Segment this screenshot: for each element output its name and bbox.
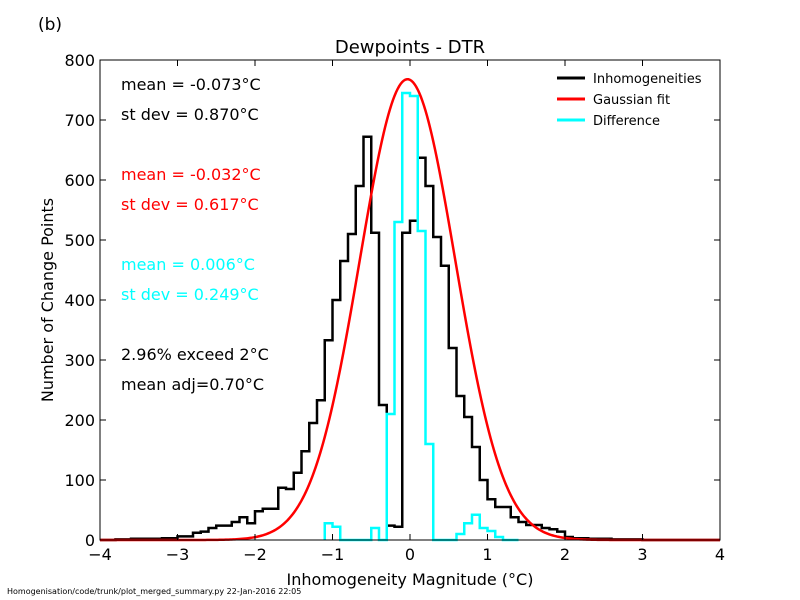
x-tick-label: 1 <box>482 545 492 564</box>
legend-label-difference: Difference <box>593 114 660 129</box>
x-axis-label: Inhomogeneity Magnitude (°C) <box>287 570 534 589</box>
plot-area <box>100 77 720 542</box>
y-tick-label: 700 <box>64 111 95 130</box>
y-tick-label: 500 <box>64 231 95 250</box>
inhom-stdev-text: st dev = 0.870°C <box>121 105 259 124</box>
y-tick-label: 600 <box>64 171 95 190</box>
x-tick-label: −4 <box>88 545 112 564</box>
series-gaussian-fit-line <box>100 77 720 542</box>
x-tick-label: 3 <box>637 545 647 564</box>
x-tick-label: −3 <box>166 545 190 564</box>
legend-label-inhomogeneities: Inhomogeneities <box>593 72 702 87</box>
y-tick-label: 0 <box>85 531 95 550</box>
inhom-mean-text: mean = -0.073°C <box>121 75 261 94</box>
y-tick-label: 200 <box>64 411 95 430</box>
x-tick-label: −2 <box>243 545 267 564</box>
chart-title: Dewpoints - DTR <box>335 37 485 58</box>
difference-stdev-text: st dev = 0.249°C <box>121 285 259 304</box>
footer-text: Homogenisation/code/trunk/plot_merged_su… <box>7 587 301 596</box>
legend-label-gaussian: Gaussian fit <box>593 93 670 108</box>
x-tick-label: 4 <box>715 545 725 564</box>
x-tick-label: 2 <box>560 545 570 564</box>
mean-adj-text: mean adj=0.70°C <box>121 375 264 394</box>
x-tick-label: −1 <box>321 545 345 564</box>
stats-annotations: mean = -0.073°C st dev = 0.870°C mean = … <box>121 75 269 394</box>
y-tick-label: 400 <box>64 291 95 310</box>
y-tick-label: 300 <box>64 351 95 370</box>
series-difference-step <box>323 91 519 542</box>
y-axis-label: Number of Change Points <box>38 198 57 402</box>
legend: Inhomogeneities Gaussian fit Difference <box>557 72 702 129</box>
exceed-text: 2.96% exceed 2°C <box>121 345 269 364</box>
axes: −4 −3 −2 −1 0 1 2 3 4 0 100 200 300 400 500 600 700 800 <box>64 51 725 564</box>
difference-mean-text: mean = 0.006°C <box>121 255 255 274</box>
gaussian-mean-text: mean = -0.032°C <box>121 165 261 184</box>
panel-label: (b) <box>38 15 62 35</box>
x-tick-label: 0 <box>405 545 415 564</box>
gaussian-stdev-text: st dev = 0.617°C <box>121 195 259 214</box>
y-tick-label: 800 <box>64 51 95 70</box>
y-tick-label: 100 <box>64 471 95 490</box>
